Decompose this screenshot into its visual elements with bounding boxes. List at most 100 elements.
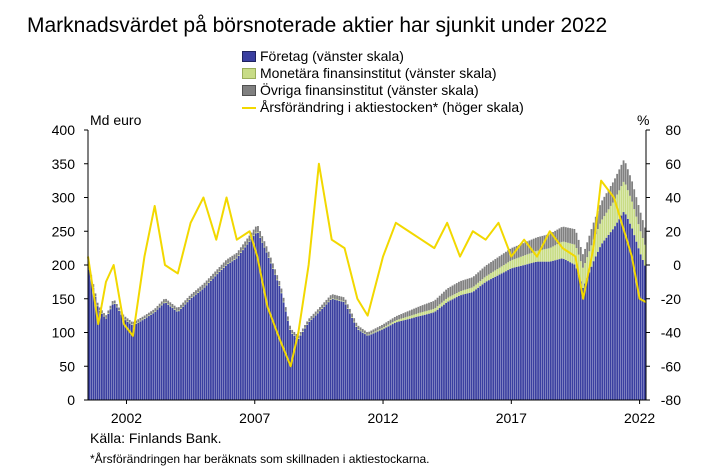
bar-monetara — [319, 310, 321, 312]
bar-ovriga — [470, 277, 473, 288]
bar-monetara — [404, 317, 407, 320]
bar-monetara — [139, 320, 142, 322]
bar-foretag — [605, 237, 608, 400]
bar-monetara — [479, 280, 482, 287]
bar-monetara — [644, 244, 646, 266]
bar-monetara — [175, 310, 178, 312]
bar-monetara — [432, 309, 435, 313]
bar-monetara — [370, 333, 373, 335]
bar-monetara — [594, 234, 597, 257]
bar-monetara — [406, 316, 409, 320]
bar-monetara — [304, 327, 306, 329]
bar-ovriga — [368, 331, 371, 335]
bar-ovriga — [301, 328, 304, 332]
bar-ovriga — [490, 262, 492, 274]
bar-monetara — [242, 249, 244, 251]
bar-ovriga — [203, 282, 206, 287]
bar-foretag — [639, 254, 642, 400]
bar-ovriga — [517, 244, 520, 258]
bar-foretag — [344, 304, 347, 400]
bar-monetara — [477, 282, 480, 288]
bar-ovriga — [173, 305, 176, 310]
bar-foretag — [342, 301, 345, 400]
bar-foretag — [641, 259, 644, 400]
x-tick-label: 2022 — [624, 410, 655, 426]
bar-monetara — [287, 319, 289, 321]
bar-monetara — [622, 181, 625, 213]
bar-foretag — [225, 265, 227, 400]
bar-foretag — [257, 232, 259, 400]
bar-ovriga — [425, 303, 428, 311]
bar-foretag — [447, 301, 450, 400]
bar-foretag — [306, 324, 309, 400]
bar-foretag — [239, 252, 242, 400]
bar-ovriga — [599, 205, 601, 224]
bar-foretag — [349, 313, 351, 400]
bar-ovriga — [188, 295, 191, 300]
left-tick-label: 100 — [52, 325, 76, 341]
bar-foretag — [616, 222, 619, 400]
bar-monetara — [306, 324, 309, 325]
bar-ovriga — [227, 258, 229, 264]
bar-foretag — [207, 283, 210, 400]
bar-foretag — [301, 331, 304, 400]
bar-ovriga — [483, 266, 486, 278]
bar-monetara — [301, 331, 304, 332]
bar-foretag — [297, 338, 300, 400]
bar-ovriga — [344, 299, 347, 304]
bar-ovriga — [644, 227, 646, 245]
bar-ovriga — [571, 228, 574, 244]
bar-ovriga — [113, 300, 116, 304]
legend-item-ovriga: Övriga finansinstitut (vänster skala) — [242, 82, 524, 99]
bar-monetara — [158, 306, 161, 308]
right-tick-label: 80 — [665, 122, 681, 138]
bar-foretag — [556, 259, 559, 400]
bar-foretag — [558, 259, 561, 400]
bar-foretag — [428, 313, 430, 400]
bar-foretag — [177, 311, 180, 400]
bar-foretag — [460, 295, 462, 400]
bar-monetara — [141, 319, 144, 321]
bar-foretag — [402, 320, 405, 400]
bar-foretag — [626, 218, 629, 400]
bar-ovriga — [443, 291, 445, 301]
bar-ovriga — [372, 329, 375, 333]
left-tick-label: 50 — [59, 358, 75, 374]
bar-foretag — [455, 297, 458, 400]
bar-ovriga — [141, 316, 144, 320]
bar-ovriga — [278, 280, 281, 286]
bar-foretag — [376, 331, 379, 400]
bar-monetara — [120, 313, 123, 315]
bar-foretag — [319, 311, 321, 400]
bar-monetara — [237, 255, 240, 256]
legend-item-foretag: Företag (vänster skala) — [242, 48, 524, 65]
bar-ovriga — [319, 307, 321, 311]
bar-monetara — [624, 184, 627, 215]
bar-ovriga — [575, 232, 578, 249]
bar-foretag — [331, 299, 334, 400]
bar-foretag — [462, 294, 465, 400]
bar-monetara — [509, 260, 512, 269]
bar-ovriga — [404, 312, 407, 318]
bar-foretag — [214, 276, 217, 400]
bar-monetara — [415, 313, 418, 318]
bar-monetara — [620, 186, 623, 216]
bar-foretag — [254, 233, 257, 400]
bar-ovriga — [402, 313, 405, 318]
bar-ovriga — [351, 313, 353, 318]
bar-ovriga — [475, 274, 477, 285]
bar-ovriga — [308, 318, 311, 322]
bar-foretag — [244, 247, 247, 400]
bar-monetara — [259, 236, 262, 238]
bar-foretag — [156, 309, 159, 400]
bar-monetara — [272, 268, 274, 269]
bar-foretag — [173, 309, 176, 400]
bar-ovriga — [201, 284, 204, 289]
bar-foretag — [233, 259, 236, 400]
right-tick-label: -80 — [661, 392, 681, 408]
bar-ovriga — [458, 281, 460, 292]
bar-monetara — [105, 317, 108, 319]
bar-ovriga — [338, 295, 341, 301]
bar-monetara — [528, 253, 531, 264]
bar-monetara — [423, 311, 426, 315]
